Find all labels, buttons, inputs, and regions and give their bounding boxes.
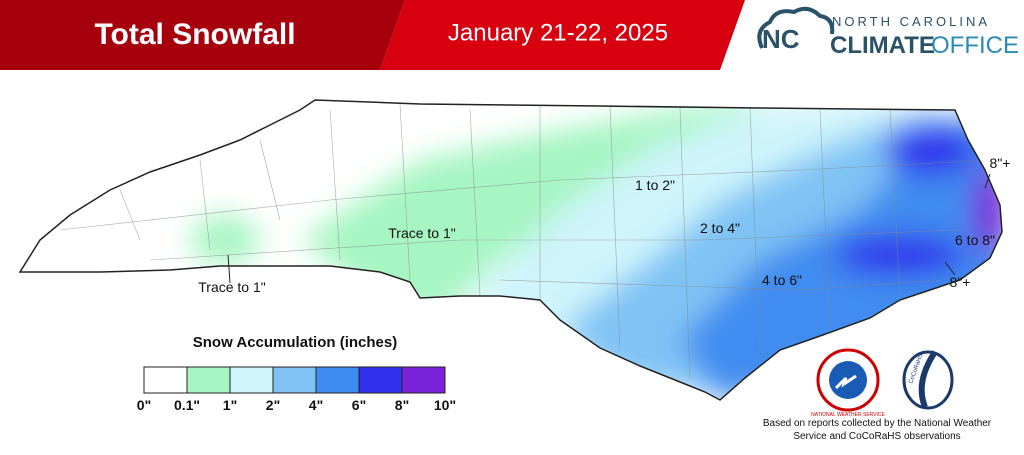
cocorahs-badge: CoCoRaHS <box>902 350 954 410</box>
badge-text: NATIONAL WEATHER SERVICE <box>811 412 885 418</box>
logo-climate: CLIMATE <box>830 32 935 59</box>
legend-label: 4" <box>309 397 323 413</box>
legend-label: 2" <box>266 397 280 413</box>
legend-label: 10" <box>434 397 456 413</box>
legend-swatch <box>358 366 403 394</box>
footer-note: Based on reports collected by the Nation… <box>762 418 992 442</box>
legend-swatch <box>401 366 446 394</box>
legend-swatch <box>229 366 274 394</box>
state-outline <box>18 99 1003 401</box>
logo-nc: NC <box>762 24 800 54</box>
legend-swatch <box>186 366 231 394</box>
header-band-red <box>380 0 745 70</box>
legend-label: 8" <box>395 397 409 413</box>
map-label: 8"+ <box>990 155 1011 171</box>
logo-cloud <box>757 6 835 49</box>
map-label: 2 to 4" <box>700 220 740 236</box>
logo-office: OFFICE <box>931 32 1019 59</box>
map-label: Trace to 1" <box>388 225 456 241</box>
header-band-dark <box>0 0 405 70</box>
map-label: 8"+ <box>950 274 971 290</box>
legend-label: 6" <box>352 397 366 413</box>
leader-line <box>227 254 231 284</box>
map-label: 4 to 6" <box>762 272 802 288</box>
legend-swatch <box>315 366 360 394</box>
title: Total Snowfall <box>94 18 295 51</box>
legend-label: 1" <box>223 397 237 413</box>
legend: 0" 0.1" 1" 2" 4" 6" 8" 10" <box>137 366 456 413</box>
map-label: 6 to 8" <box>955 232 995 248</box>
legend-label: 0" <box>137 397 151 413</box>
date: January 21-22, 2025 <box>448 19 668 46</box>
nws-badge: NATIONAL WEATHER SERVICE <box>811 348 886 418</box>
leader-line <box>984 173 991 189</box>
leader-line <box>944 261 956 276</box>
legend-label: 0.1" <box>174 397 200 413</box>
legend-swatch <box>143 366 188 394</box>
map-label: Trace to 1" <box>198 279 266 295</box>
legend-swatch <box>272 366 317 394</box>
map-label: 1 to 2" <box>635 177 675 193</box>
logo-top: NORTH CAROLINA <box>832 14 990 29</box>
legend-title: Snow Accumulation (inches) <box>193 334 397 351</box>
